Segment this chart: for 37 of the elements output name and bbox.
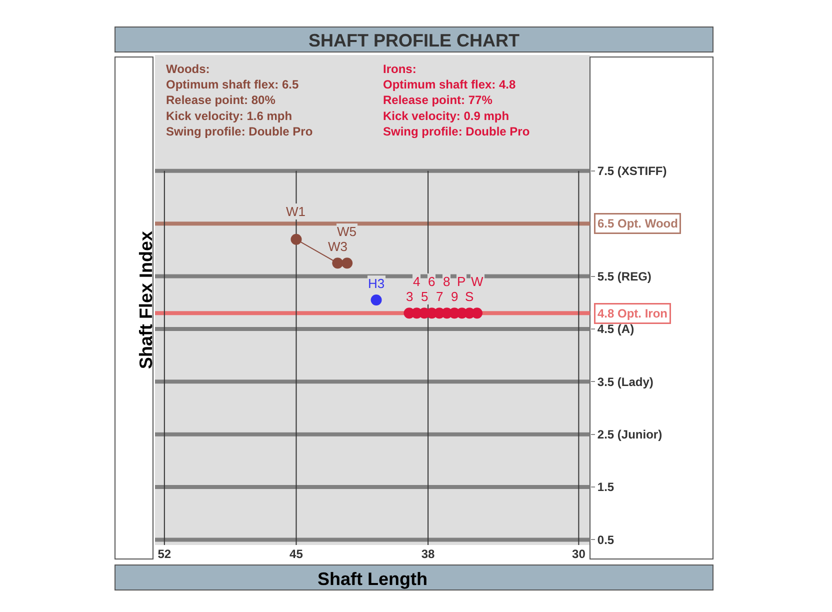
y-tick-label: 5.5 (REG)	[597, 269, 652, 284]
annotation: H3	[368, 276, 385, 291]
annotation: 6	[428, 274, 436, 289]
annotation: W1	[286, 204, 306, 219]
y-tick-label: 0.5	[597, 532, 614, 547]
annotation: 3	[406, 289, 414, 304]
annotation: Irons: Optimum shaft flex: 4.8 Release point: 77% Kick velocity: 0.9 mph Swing profile: Double Pro	[383, 62, 530, 138]
annotation: W3	[328, 239, 348, 254]
y-tick-label: 3.5 (Lady)	[597, 374, 654, 389]
x-tick-label: 52	[158, 547, 172, 561]
point	[342, 258, 353, 269]
annotation: W	[471, 274, 484, 289]
chart-title: SHAFT PROFILE CHART	[308, 30, 520, 50]
annotation: S	[465, 289, 474, 304]
y-axis-title: Shaft Flex Index	[136, 230, 156, 369]
x-axis-title: Shaft Length	[318, 569, 428, 590]
annotation: 9	[451, 289, 458, 304]
x-tick-label: 38	[421, 547, 436, 561]
annotation: P	[457, 274, 466, 289]
x-tick-label: 30	[572, 547, 586, 561]
annotation: 7	[436, 289, 444, 304]
y-tick-label: 1.5	[597, 480, 614, 494]
ref-line-label: 6.5 Opt. Wood	[598, 216, 678, 230]
point	[332, 258, 344, 269]
annotation: Woods: Optimum shaft flex: 6.5 Release point: 80% Kick velocity: 1.6 mph Swing profile: Double Pro	[166, 62, 313, 138]
x-tick-label: 45	[290, 547, 304, 561]
y-tick-label: 7.5 (XSTIFF)	[597, 164, 667, 178]
point	[290, 234, 302, 245]
annotation: 5	[421, 289, 428, 304]
y-tick-label: 2.5 (Junior)	[597, 428, 662, 442]
ref-line-label: 4.8 Opt. Iron	[598, 306, 668, 320]
point	[472, 308, 483, 319]
annotation: W5	[337, 224, 356, 239]
point	[370, 294, 382, 306]
y-tick-label: 4.5 (A)	[597, 322, 634, 336]
annotation: 4	[413, 274, 420, 289]
annotation: 8	[443, 274, 450, 289]
